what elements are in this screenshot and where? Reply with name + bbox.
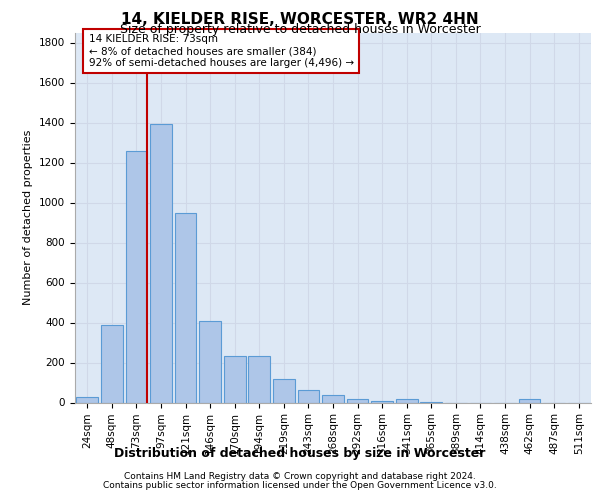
Bar	[519, 399, 541, 402]
Bar	[273, 378, 295, 402]
Bar	[125, 150, 147, 402]
Bar	[150, 124, 172, 402]
Bar	[248, 356, 270, 403]
Bar	[101, 324, 122, 402]
Bar	[175, 212, 196, 402]
Text: Size of property relative to detached houses in Worcester: Size of property relative to detached ho…	[119, 22, 481, 36]
Bar	[347, 398, 368, 402]
Bar	[224, 356, 245, 403]
Text: Distribution of detached houses by size in Worcester: Distribution of detached houses by size …	[115, 447, 485, 460]
Text: Contains HM Land Registry data © Crown copyright and database right 2024.: Contains HM Land Registry data © Crown c…	[124, 472, 476, 481]
Text: 14 KIELDER RISE: 73sqm
← 8% of detached houses are smaller (384)
92% of semi-det: 14 KIELDER RISE: 73sqm ← 8% of detached …	[89, 34, 353, 68]
Bar	[76, 397, 98, 402]
Bar	[199, 320, 221, 402]
Y-axis label: Number of detached properties: Number of detached properties	[23, 130, 34, 305]
Bar	[396, 399, 418, 402]
Bar	[322, 394, 344, 402]
Text: 14, KIELDER RISE, WORCESTER, WR2 4HN: 14, KIELDER RISE, WORCESTER, WR2 4HN	[121, 12, 479, 28]
Text: Contains public sector information licensed under the Open Government Licence v3: Contains public sector information licen…	[103, 481, 497, 490]
Bar	[298, 390, 319, 402]
Bar	[371, 400, 393, 402]
